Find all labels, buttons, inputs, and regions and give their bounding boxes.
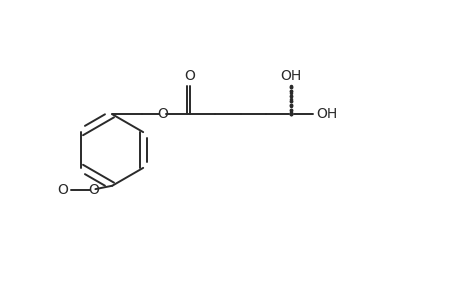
Text: OH: OH bbox=[315, 107, 337, 121]
Text: O: O bbox=[157, 107, 168, 121]
Text: O: O bbox=[88, 183, 99, 197]
Text: O: O bbox=[184, 69, 195, 83]
Text: OH: OH bbox=[280, 69, 301, 83]
Text: O: O bbox=[57, 183, 68, 197]
